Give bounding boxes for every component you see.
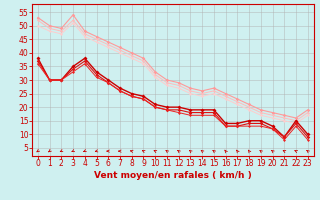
X-axis label: Vent moyen/en rafales ( km/h ): Vent moyen/en rafales ( km/h ) xyxy=(94,171,252,180)
